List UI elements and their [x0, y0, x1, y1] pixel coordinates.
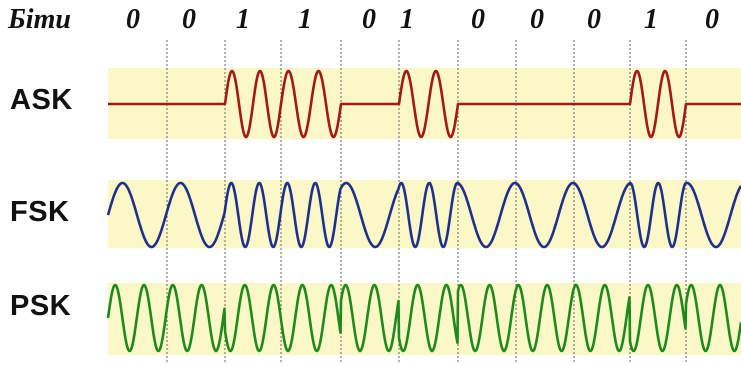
psk-label: PSK [10, 290, 72, 322]
ask-waveform [107, 69, 741, 139]
bit-value: 0 [182, 4, 196, 35]
bit-value: 0 [362, 4, 376, 35]
fsk-waveform [106, 181, 741, 249]
bit-value: 0 [471, 4, 485, 35]
bit-value: 1 [400, 4, 414, 35]
bits-title: Біти [8, 4, 71, 35]
psk-waveform [106, 283, 741, 353]
bit-value: 0 [530, 4, 544, 35]
bit-value: 0 [126, 4, 140, 35]
bit-value: 0 [587, 4, 601, 35]
signal-bands [108, 68, 741, 355]
fsk-label: FSK [10, 196, 70, 228]
bit-value: 1 [298, 4, 312, 35]
bit-value: 1 [236, 4, 250, 35]
bit-value: 1 [644, 4, 658, 35]
bit-value: 0 [705, 4, 719, 35]
signal-band [108, 180, 741, 248]
ask-label: ASK [10, 84, 73, 116]
